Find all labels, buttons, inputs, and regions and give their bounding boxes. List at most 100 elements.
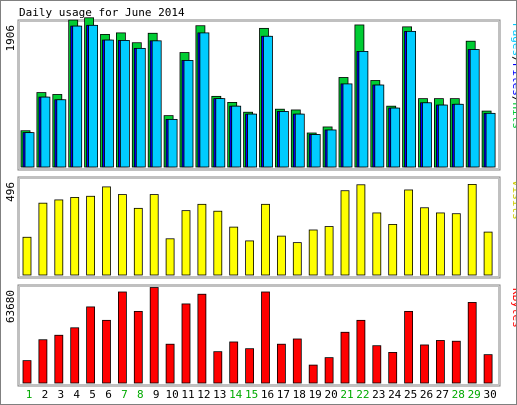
visits-bar (404, 189, 414, 276)
hits-bars (20, 17, 496, 168)
pages-bar (453, 103, 464, 168)
day-tick-label: 26 (420, 388, 433, 401)
visits-bar (102, 186, 111, 276)
pages-bar (294, 113, 305, 168)
day-tick-label: 17 (277, 388, 290, 401)
legend-entry: KBytes (510, 288, 516, 328)
kbytes-bar (165, 343, 175, 384)
kbytes-bar (245, 348, 255, 384)
kbytes-bars (22, 287, 493, 384)
visits-bar (483, 231, 493, 276)
kbytes-panel-frame (17, 284, 501, 387)
kbytes-bar (149, 287, 159, 384)
kbytes-bar (70, 327, 80, 384)
day-tick-label: 28 (452, 388, 465, 401)
kbytes-bar (276, 343, 286, 384)
day-tick-label: 21 (340, 388, 353, 401)
visits-bar (38, 202, 48, 276)
kbytes-bar (213, 351, 223, 384)
legend-entry: Files (510, 63, 516, 96)
kbytes-bar (435, 340, 445, 384)
day-tick-label: 30 (483, 388, 496, 401)
kbytes-bar (229, 341, 239, 384)
pages-bar (215, 98, 226, 168)
visits-y-max-label: 496 (4, 182, 17, 202)
day-tick-label: 24 (388, 388, 402, 401)
kbytes-bar (340, 331, 350, 384)
visits-bar (324, 226, 334, 276)
kbytes-bar (388, 352, 398, 384)
pages-bar (422, 102, 432, 168)
day-tick-label: 4 (73, 388, 80, 401)
visits-panel-frame (17, 176, 501, 279)
day-tick-label: 10 (165, 388, 178, 401)
kbytes-bar (54, 334, 64, 384)
pages-bar (310, 134, 321, 168)
visits-bar (149, 194, 159, 276)
kbytes-bar (404, 310, 414, 384)
kbytes-bar (197, 293, 207, 384)
kbytes-bar (38, 339, 48, 384)
pages-bar (199, 32, 210, 168)
visits-bar (54, 199, 64, 276)
day-tick-label: 22 (356, 388, 369, 401)
kbytes-bar (102, 319, 111, 384)
pages-bar (342, 83, 353, 168)
pages-bar (183, 60, 194, 168)
kbytes-bar (118, 291, 127, 384)
kbytes-bar (22, 360, 32, 384)
pages-bar (390, 107, 401, 168)
visits-bar (197, 203, 207, 276)
pages-bar (167, 119, 178, 168)
day-tick-label: 18 (293, 388, 306, 401)
day-tick-label: 9 (153, 388, 160, 401)
chart-title: Daily usage for June 2014 (19, 6, 185, 19)
visits-bar (451, 213, 461, 276)
legend-entry: Visits (510, 180, 516, 220)
kbytes-legend: KBytes (510, 288, 516, 328)
pages-bar (278, 111, 289, 168)
day-tick-label: 8 (137, 388, 144, 401)
visits-bar (308, 229, 318, 276)
pages-bar (231, 105, 242, 168)
pages-bar (406, 30, 417, 168)
kbytes-bar (467, 302, 477, 384)
visits-bars (22, 184, 493, 276)
visits-bar (372, 212, 382, 276)
pages-bar (469, 49, 480, 168)
visits-bar (388, 224, 398, 276)
kbytes-panel-inner-frame (19, 286, 499, 385)
visits-bar (276, 235, 286, 276)
pages-bar (40, 96, 51, 168)
pages-bar (56, 99, 67, 168)
kbytes-bar (451, 340, 461, 384)
kbytes-panel: 63680 KBytes (4, 284, 516, 387)
kbytes-bar (324, 357, 334, 384)
pages-bar (247, 113, 258, 168)
day-tick-label: 15 (245, 388, 258, 401)
pages-bar (437, 104, 448, 168)
legend-entry: Hits (510, 103, 516, 130)
pages-bar (88, 24, 98, 168)
pages-bar (374, 84, 385, 168)
day-tick-label: 3 (57, 388, 64, 401)
kbytes-bar (292, 338, 302, 384)
day-tick-label: 25 (404, 388, 417, 401)
day-tick-label: 27 (436, 388, 449, 401)
hits-y-max-label: 1906 (4, 25, 17, 52)
pages-bar (151, 40, 162, 168)
pages-bar (104, 39, 114, 168)
day-tick-label: 16 (261, 388, 274, 401)
day-tick-label: 12 (197, 388, 210, 401)
visits-bar (420, 207, 429, 276)
visits-bar (165, 238, 175, 276)
day-tick-label: 6 (105, 388, 112, 401)
day-tick-label: 29 (468, 388, 481, 401)
pages-bar (120, 40, 130, 168)
pages-bar (485, 112, 496, 168)
hits-panel-inner-frame (19, 21, 499, 169)
pages-bar (358, 51, 369, 168)
